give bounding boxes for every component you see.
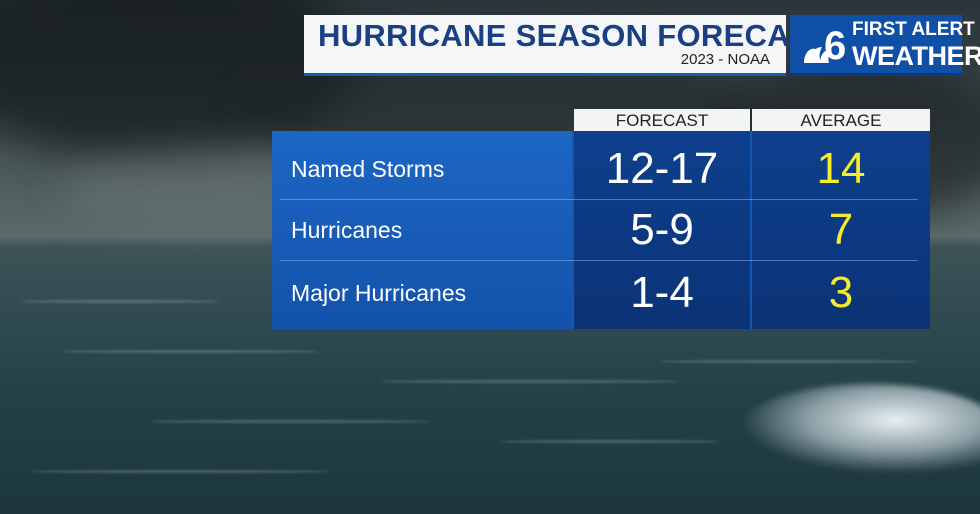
column-header-forecast: FORECAST (574, 109, 750, 131)
wave-streak (30, 470, 330, 473)
forecast-major-hurricanes: 1-4 (630, 268, 694, 317)
row-divider (280, 199, 918, 200)
forecast-hurricanes: 5-9 (630, 205, 694, 254)
average-column (752, 131, 930, 329)
column-header-average: AVERAGE (752, 109, 930, 131)
table-body: Named Storms 12-17 14 Hurricanes 5-9 7 M… (272, 131, 930, 329)
forecast-column (574, 131, 750, 329)
wave-streak (500, 440, 720, 443)
page-subtitle: 2023 - NOAA (680, 51, 770, 68)
wave-streak (150, 420, 430, 423)
forecast-table: FORECAST AVERAGE Named Storms 12-17 14 H… (272, 109, 930, 329)
row-label-hurricanes: Hurricanes (291, 217, 403, 243)
row-divider (280, 260, 918, 261)
label-column (272, 131, 572, 329)
wave-streak (20, 300, 220, 303)
page-title: HURRICANE SEASON FORECAST (318, 18, 831, 53)
wave-streak (380, 380, 680, 383)
station-brand: 6 FIRST ALERT WEATHER (790, 15, 980, 76)
forecast-named-storms: 12-17 (605, 144, 719, 193)
brand-number: 6 (824, 24, 846, 67)
brand-line-2: WEATHER (852, 41, 980, 71)
wave-streak (660, 360, 920, 363)
wave-streak (60, 350, 320, 353)
wave-foam (740, 384, 980, 474)
title-banner: HURRICANE SEASON FORECAST 2023 - NOAA (304, 15, 830, 76)
row-label-named-storms: Named Storms (291, 156, 445, 182)
average-major-hurricanes: 3 (828, 268, 854, 317)
row-label-major-hurricanes: Major Hurricanes (291, 280, 467, 306)
brand-line-1: FIRST ALERT (852, 19, 975, 40)
average-named-storms: 14 (816, 144, 866, 193)
peacock-six-logo-icon: 6 (804, 24, 846, 67)
average-hurricanes: 7 (828, 205, 854, 254)
